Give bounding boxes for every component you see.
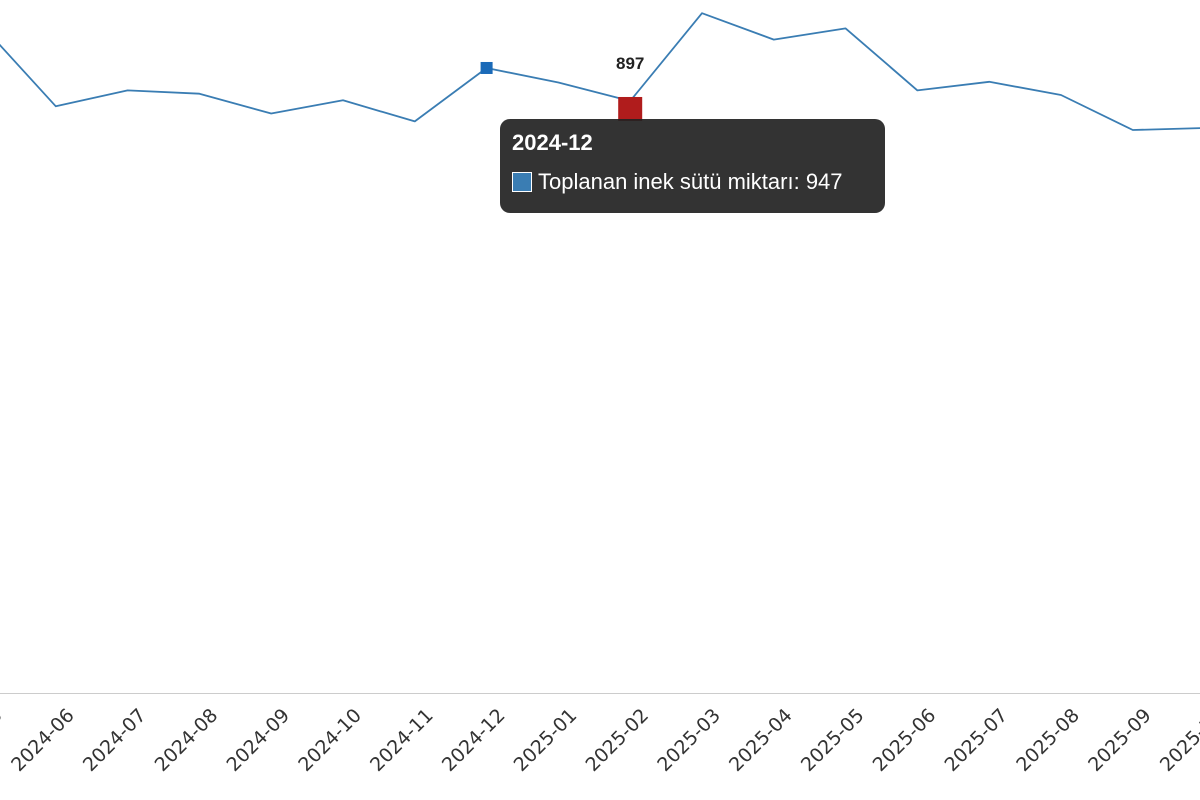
data-point-2025-09[interactable] — [1130, 127, 1136, 133]
data-point-2024-07[interactable] — [125, 87, 131, 93]
x-tick-label: 2025-05 — [797, 704, 869, 776]
series-layer — [0, 10, 1200, 133]
data-point-2024-06[interactable] — [53, 103, 59, 109]
x-tick-label: 2025-01 — [510, 704, 582, 776]
tooltip-row: Toplanan inek sütü miktarı: 947 — [512, 169, 873, 195]
x-tick-label: 2024-10 — [294, 704, 366, 776]
data-point-2024-08[interactable] — [196, 91, 202, 97]
x-tick-label: 2025-09 — [1084, 704, 1156, 776]
tooltip-separator: : — [793, 169, 806, 194]
data-point-2025-04[interactable] — [771, 37, 777, 43]
data-point-2025-08[interactable] — [1058, 92, 1064, 98]
x-tick-label: 2025-03 — [653, 704, 725, 776]
data-point-2024-11[interactable] — [412, 118, 418, 124]
data-point-2025-03[interactable] — [699, 10, 705, 16]
tooltip-series-name: Toplanan inek sütü miktarı — [538, 169, 794, 194]
data-point-2024-10[interactable] — [340, 97, 346, 103]
highlight-point-marker[interactable] — [618, 96, 643, 121]
marker-layer: 897 — [480, 54, 644, 121]
x-tick-label: 2025-10 — [1156, 704, 1200, 776]
data-point-2025-07[interactable] — [986, 79, 992, 85]
x-tick-labels: 2024-05 2024-06 2024-07 2024-08 2024-09 2024-… — [0, 704, 1200, 776]
active-point-marker[interactable] — [480, 61, 493, 74]
series-line — [0, 12, 1200, 131]
x-tick-label: 2024-12 — [438, 704, 510, 776]
x-tick-label: 2024-11 — [366, 704, 438, 776]
x-tick-label: 2024-05 — [0, 704, 7, 776]
x-tick-label: 2025-06 — [869, 704, 941, 776]
tooltip-value: 947 — [805, 169, 843, 194]
x-tick-label: 2025-02 — [581, 704, 653, 776]
x-tick-label: 2024-07 — [79, 704, 151, 776]
data-point-2025-01[interactable] — [555, 80, 561, 86]
data-point-2024-09[interactable] — [268, 111, 274, 117]
x-tick-label: 2024-09 — [222, 704, 294, 776]
x-tick-label: 2025-04 — [725, 704, 797, 776]
x-tick-label: 2025-07 — [940, 704, 1012, 776]
tooltip-title: 2024-12 — [512, 130, 593, 155]
data-point-2025-05[interactable] — [843, 25, 849, 31]
point-value-label: 897 — [616, 54, 644, 73]
tooltip-series-swatch — [512, 172, 532, 192]
data-point-2025-06[interactable] — [914, 87, 920, 93]
x-tick-label: 2024-06 — [7, 704, 79, 776]
tooltip: 2024-12 Toplanan inek sütü miktarı: 947 — [500, 119, 885, 213]
x-tick-label: 2024-08 — [151, 704, 223, 776]
x-tick-label: 2025-08 — [1012, 704, 1084, 776]
